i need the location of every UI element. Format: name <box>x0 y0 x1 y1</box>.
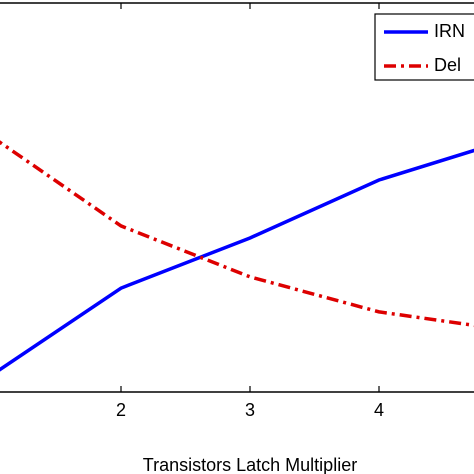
data-line <box>0 148 474 372</box>
legend-box <box>374 13 474 81</box>
legend-label: IRN <box>434 21 465 41</box>
x-tick-label: 2 <box>116 400 126 420</box>
x-axis-label: Transistors Latch Multiplier <box>143 455 357 474</box>
x-tick-label: 3 <box>245 400 255 420</box>
data-line <box>0 140 474 328</box>
legend-label: Del <box>434 55 461 75</box>
x-tick-label: 4 <box>374 400 384 420</box>
